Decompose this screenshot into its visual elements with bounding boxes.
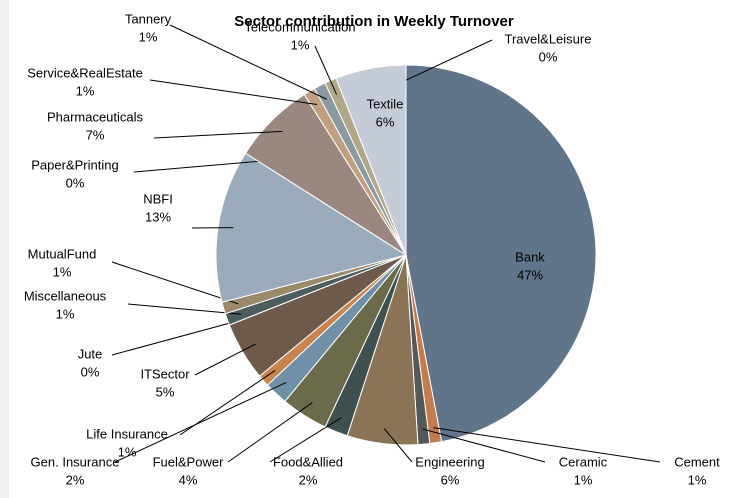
leader-line xyxy=(269,417,342,463)
slice-value-label: 1% xyxy=(53,264,72,279)
slice-label: Ceramic xyxy=(559,454,608,469)
slice-value-label: 6% xyxy=(441,472,460,487)
slice-value-label: 6% xyxy=(376,114,395,129)
slice-label: NBFI xyxy=(143,191,173,206)
slice-label: Cement xyxy=(674,454,720,469)
leader-line xyxy=(383,428,413,463)
slice-label: Travel&Leisure xyxy=(505,31,592,46)
slice-label: Miscellaneous xyxy=(24,288,107,303)
slice-value-label: 1% xyxy=(574,472,593,487)
slice-label: Gen. Insurance xyxy=(31,454,120,469)
slice-label: Pharmaceuticals xyxy=(47,109,144,124)
slice-value-label: 1% xyxy=(56,306,75,321)
slice-value-label: 2% xyxy=(299,472,318,487)
slice-label: Life Insurance xyxy=(86,426,168,441)
slice-value-label: 0% xyxy=(66,175,85,190)
pie-slice xyxy=(405,64,597,443)
slice-value-label: 0% xyxy=(81,364,100,379)
slice-value-label: 1% xyxy=(291,37,310,52)
slice-label: Telecommunication xyxy=(244,19,355,34)
slice-value-label: 47% xyxy=(517,267,543,282)
slice-value-label: 13% xyxy=(145,209,171,224)
slice-value-label: 1% xyxy=(76,83,95,98)
leader-line xyxy=(127,303,242,315)
leader-line xyxy=(314,45,338,95)
leader-line xyxy=(422,428,546,463)
leader-line xyxy=(227,402,313,463)
slice-value-label: 1% xyxy=(688,472,707,487)
leader-line xyxy=(111,318,244,356)
leader-line xyxy=(179,370,276,436)
slice-label: Bank xyxy=(515,249,545,264)
leader-line xyxy=(405,39,493,81)
slice-value-label: 7% xyxy=(86,127,105,142)
slice-label: Fuel&Power xyxy=(153,454,224,469)
slice-value-label: 4% xyxy=(179,472,198,487)
slice-value-label: 5% xyxy=(156,384,175,399)
slice-label: Engineering xyxy=(415,454,484,469)
slice-label: Tannery xyxy=(125,11,172,26)
slice-label: Paper&Printing xyxy=(31,157,118,172)
slice-label: Textile xyxy=(367,96,404,111)
slice-label: Jute xyxy=(78,346,103,361)
slice-label: Service&RealEstate xyxy=(27,65,143,80)
slice-value-label: 1% xyxy=(118,444,137,459)
chart-title: Sector contribution in Weekly Turnover xyxy=(234,13,514,30)
leader-line xyxy=(111,261,239,305)
leader-line xyxy=(133,160,259,173)
leader-line xyxy=(169,24,327,100)
side-strip xyxy=(0,0,9,498)
slice-label: ITSector xyxy=(140,366,190,381)
slice-label: MutualFund xyxy=(28,246,97,261)
leader-line xyxy=(194,343,256,376)
slice-value-label: 2% xyxy=(66,472,85,487)
leader-line xyxy=(153,130,283,139)
slice-label: Food&Allied xyxy=(273,454,343,469)
leader-line xyxy=(433,427,661,463)
leader-line xyxy=(114,381,287,463)
leader-line xyxy=(149,79,318,106)
slice-value-label: 1% xyxy=(139,29,158,44)
slice-value-label: 0% xyxy=(539,49,558,64)
